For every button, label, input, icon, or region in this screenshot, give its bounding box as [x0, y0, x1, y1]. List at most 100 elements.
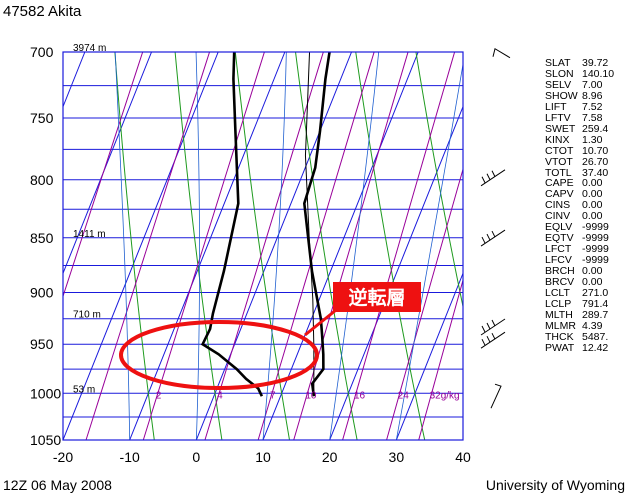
temperature-tick-label: 10 [255, 449, 271, 465]
index-key: SWET [545, 122, 576, 135]
isotherm-line [0, 52, 18, 440]
dry-adiabat-line [114, 52, 155, 440]
index-row: LFTV 7.58 [545, 111, 614, 124]
source-credit: University of Wyoming [485, 477, 625, 493]
index-row: BRCH 0.00 [545, 266, 614, 277]
moist-adiabat-line [395, 61, 463, 440]
index-key: EQTV [545, 232, 574, 245]
dry-adiabat-line [415, 52, 463, 310]
index-row: THCK 5487. [545, 330, 614, 343]
dry-adiabat-line [174, 52, 223, 440]
mixing-ratio-line [63, 52, 144, 298]
index-key: BRCV [545, 276, 575, 289]
mixing-ratio-line [342, 52, 456, 440]
index-row: SELV 7.00 [545, 78, 614, 91]
index-row: CINS 0.00 [545, 200, 614, 211]
index-value: 4.39 [582, 319, 603, 332]
height-label: 710 m [73, 310, 101, 321]
index-value: 7.52 [582, 100, 603, 113]
dewpoint-line [200, 52, 264, 397]
index-key: CAPV [545, 188, 574, 201]
mixing-ratio-label: 16 [354, 390, 366, 401]
isotherm-line [329, 105, 463, 440]
index-value: -9999 [582, 221, 609, 234]
observation-time: 12Z 06 May 2008 [3, 477, 112, 493]
wind-barb-flag [491, 170, 496, 178]
wind-barb-flag [481, 176, 486, 184]
wind-barb-flag [486, 233, 491, 241]
index-value: 0.00 [582, 210, 603, 223]
index-row: BRCV 0.00 [545, 277, 614, 288]
wind-barb-flag [481, 338, 486, 346]
height-label: 53 m [73, 384, 95, 395]
index-row: CAPV 0.00 [545, 189, 614, 200]
mixing-ratio-label: 7 [270, 390, 276, 401]
index-key: THCK [545, 330, 574, 343]
index-row: SHOW 8.96 [545, 89, 614, 102]
index-value: 289.7 [582, 308, 609, 321]
index-key: LIFT [545, 100, 567, 113]
index-value: 39.72 [582, 57, 609, 69]
index-key: MLMR [545, 319, 576, 332]
sounding-indices-panel: SLAT 39.72 SLON 140.10 SELV 7.00 SHOW 8.96 LIFT 7… [545, 58, 614, 354]
index-key: BRCH [545, 265, 575, 278]
temperature-tick-label: 30 [389, 449, 405, 465]
index-value: 10.70 [582, 144, 609, 157]
wind-barb-flag [481, 236, 486, 244]
index-key: KINX [545, 133, 570, 146]
index-value: 259.4 [582, 122, 609, 135]
pressure-tick-label: 750 [30, 110, 54, 126]
wind-barb-flag [491, 230, 496, 238]
index-row: SLON 140.10 [545, 69, 614, 80]
station-title: 47582 Akita [3, 3, 82, 20]
index-row: LFCT -9999 [545, 244, 614, 255]
index-key: LFTV [545, 111, 571, 124]
isotherm-line [63, 52, 219, 440]
isotherm-line [195, 52, 352, 440]
wind-barb [480, 318, 506, 336]
plot-area [0, 52, 463, 440]
index-key: LCLT [545, 287, 570, 300]
pressure-tick-label: 900 [30, 284, 54, 300]
index-key: SLON [545, 67, 574, 80]
index-value: 7.00 [582, 78, 603, 91]
wind-barb [480, 331, 506, 349]
index-value: 8.96 [582, 89, 603, 102]
isotherm-line [395, 271, 463, 440]
index-key: LFCT [545, 243, 572, 256]
wind-barb [490, 383, 502, 409]
moist-adiabat-line [195, 52, 200, 440]
index-value: 791.4 [582, 297, 609, 310]
index-value: 1.30 [582, 133, 603, 146]
moist-adiabat-line [329, 52, 380, 440]
dry-adiabat-line [234, 52, 290, 440]
index-row: SLAT 39.72 [545, 58, 614, 69]
index-row: PWAT 12.42 [545, 341, 614, 354]
dry-adiabat-line [295, 52, 358, 440]
index-key: MLTH [545, 308, 573, 321]
index-value: 0.00 [582, 199, 603, 212]
index-value: 0.00 [582, 188, 603, 201]
pressure-tick-label: 1050 [30, 432, 61, 448]
height-label: 3974 m [73, 43, 106, 54]
index-value: 26.70 [582, 155, 609, 168]
index-row: LCLT 271.0 [545, 288, 614, 299]
index-value: -9999 [582, 254, 609, 267]
wind-barb [480, 229, 506, 247]
index-value: -9999 [582, 243, 609, 256]
index-value: 7.58 [582, 111, 603, 124]
temperature-tick-label: 20 [322, 449, 338, 465]
moist-adiabat-line [114, 52, 131, 440]
mixing-ratio-line [204, 52, 324, 440]
index-key: CTOT [545, 144, 574, 157]
index-row: TOTL 37.40 [545, 167, 614, 179]
index-value: 12.42 [582, 341, 609, 354]
index-value: 0.00 [582, 177, 603, 190]
index-key: PWAT [545, 341, 575, 354]
inversion-ellipse [119, 320, 319, 390]
mixing-ratio-label: 2 [156, 390, 162, 401]
index-value: 271.0 [582, 287, 609, 300]
index-row: MLMR 4.39 [545, 319, 614, 332]
index-key: SHOW [545, 89, 578, 102]
wind-barb-flag [491, 332, 496, 340]
